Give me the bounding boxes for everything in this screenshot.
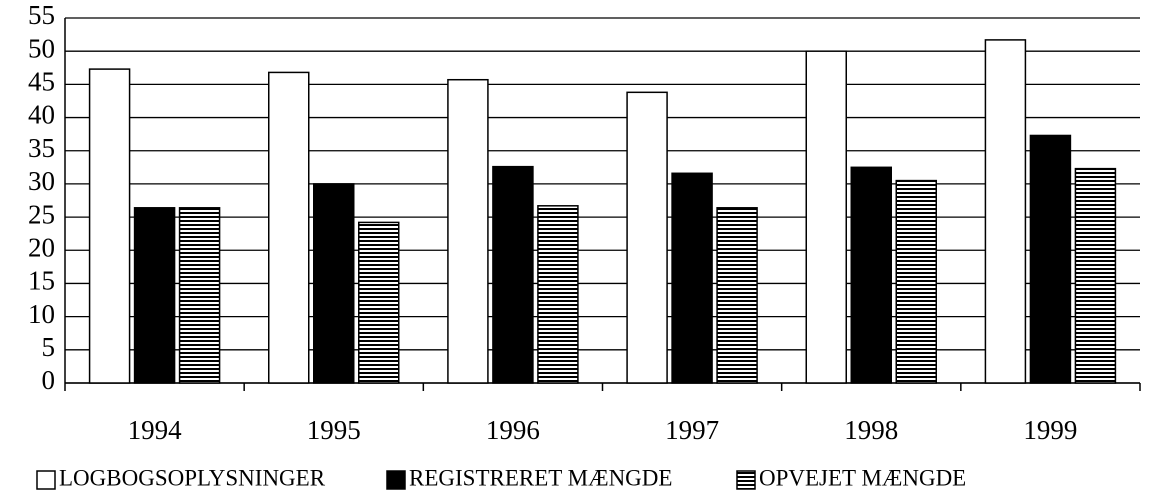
- bar: [447, 78, 489, 384]
- x-tick-label: 1999: [1023, 415, 1077, 445]
- bar: [133, 207, 176, 384]
- y-tick-label: 25: [28, 199, 55, 229]
- y-tick-label: 30: [28, 166, 55, 196]
- legend-swatch: [386, 470, 406, 490]
- bar: [984, 39, 1027, 384]
- bar: [1029, 134, 1072, 384]
- y-tick-label: 15: [28, 266, 55, 296]
- bar: [716, 207, 758, 384]
- x-tick-label: 1995: [307, 415, 361, 445]
- y-tick-label: 35: [28, 133, 55, 163]
- legend-swatch: [736, 470, 756, 490]
- y-tick-label: 0: [42, 365, 56, 395]
- bar: [313, 183, 355, 384]
- legend-label: OPVEJET MÆNGDE: [759, 465, 966, 490]
- bar: [178, 207, 221, 384]
- y-tick-label: 10: [28, 299, 55, 329]
- bar: [805, 50, 847, 384]
- x-tick-label: 1994: [128, 415, 183, 445]
- y-tick-label: 20: [28, 232, 55, 262]
- x-tick-label: 1998: [844, 415, 898, 445]
- bar: [1074, 167, 1117, 384]
- y-tick-label: 50: [28, 33, 55, 63]
- bar: [268, 71, 310, 384]
- x-tick-label: 1997: [665, 415, 719, 445]
- legend-label: LOGBOGSOPLYSNINGER: [59, 465, 326, 490]
- y-tick-label: 5: [42, 332, 56, 362]
- legend-label: REGISTRERET MÆNGDE: [409, 465, 672, 490]
- y-tick-label: 45: [28, 67, 55, 97]
- bar: [671, 172, 713, 384]
- bar: [537, 205, 579, 384]
- bar: [88, 68, 131, 384]
- legend-swatch: [36, 470, 56, 490]
- bar: [626, 91, 668, 384]
- bar: [492, 165, 534, 384]
- y-tick-label: 40: [28, 100, 55, 130]
- bar: [850, 166, 892, 384]
- bar: [358, 221, 400, 384]
- x-tick-label: 1996: [486, 415, 540, 445]
- bar: [895, 179, 937, 384]
- y-tick-label: 55: [28, 0, 55, 30]
